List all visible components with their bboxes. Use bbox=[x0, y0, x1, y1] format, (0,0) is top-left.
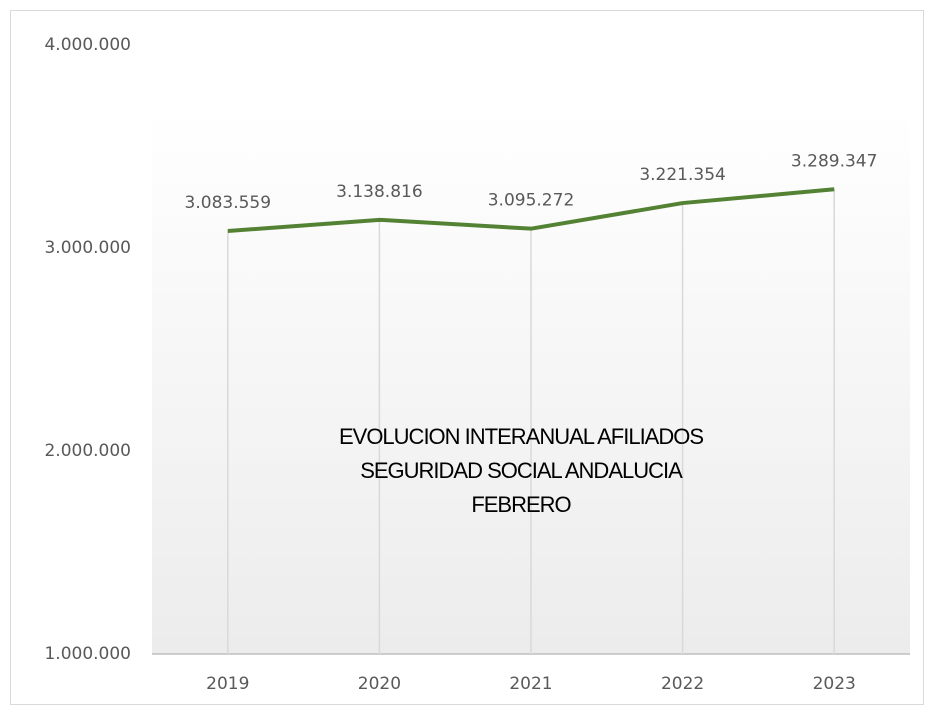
data-label: 3.289.347 bbox=[791, 151, 878, 171]
x-tick-label: 2019 bbox=[206, 674, 249, 694]
chart-title: SEGURIDAD SOCIAL ANDALUCIA bbox=[360, 458, 683, 483]
data-label: 3.221.354 bbox=[639, 165, 726, 185]
data-label: 3.095.272 bbox=[488, 191, 575, 211]
y-tick-label: 3.000.000 bbox=[44, 238, 131, 258]
y-tick-label: 2.000.000 bbox=[44, 441, 131, 461]
data-label: 3.083.559 bbox=[185, 193, 272, 213]
chart-title: EVOLUCION INTERANUAL AFILIADOS bbox=[339, 424, 703, 449]
chart-title: FEBRERO bbox=[471, 492, 571, 517]
x-tick-label: 2022 bbox=[661, 674, 704, 694]
series-line bbox=[227, 187, 835, 234]
x-tick-label: 2023 bbox=[813, 674, 856, 694]
y-tick-label: 4.000.000 bbox=[44, 35, 131, 55]
x-tick-label: 2020 bbox=[358, 674, 401, 694]
data-label: 3.138.816 bbox=[336, 182, 423, 202]
y-tick-label: 1.000.000 bbox=[44, 644, 131, 664]
x-tick-label: 2021 bbox=[509, 674, 552, 694]
